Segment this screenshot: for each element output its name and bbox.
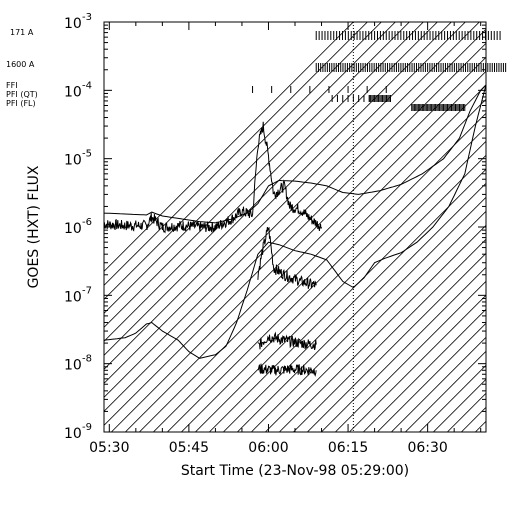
data-gap-hatch-line xyxy=(104,22,466,384)
data-gap-hatch-line xyxy=(104,22,354,272)
y-tick-label: 10 xyxy=(64,426,82,442)
data-gap-hatch-line xyxy=(223,168,486,432)
flux-series-line xyxy=(257,363,317,377)
y-tick-label: 10 xyxy=(64,358,82,374)
x-tick-label: 06:00 xyxy=(248,440,288,456)
flux-series-line xyxy=(104,84,486,359)
y-tick-label: 10 xyxy=(64,153,82,169)
x-axis-title: Start Time (23-Nov-98 05:29:00) xyxy=(181,463,409,479)
x-tick-label: 06:15 xyxy=(328,440,368,456)
data-gap-hatch-line xyxy=(104,42,486,426)
data-gap-hatch-line xyxy=(321,266,486,432)
y-tick-exponent: -9 xyxy=(82,422,92,433)
flux-series-line xyxy=(104,121,322,234)
coverage-row-label: FFI xyxy=(6,81,18,90)
coverage-row-label: 171 A xyxy=(10,28,34,37)
x-tick-label: 06:30 xyxy=(407,440,447,456)
y-tick-label: 10 xyxy=(64,84,82,100)
y-tick-exponent: -6 xyxy=(82,217,92,228)
flux-series-line xyxy=(257,226,317,290)
y-tick-exponent: -7 xyxy=(82,285,92,296)
data-gap-hatch-line xyxy=(307,252,486,432)
data-gap-hatch-line xyxy=(125,70,486,432)
y-tick-exponent: -4 xyxy=(82,80,92,91)
x-tick-label: 05:45 xyxy=(169,440,209,456)
data-gap-hatch-line xyxy=(195,140,486,432)
data-gap-hatch-line xyxy=(104,22,480,398)
data-gap-hatch-line xyxy=(104,28,486,412)
y-tick-label: 10 xyxy=(64,16,82,32)
data-gap-hatch-line xyxy=(377,322,486,432)
data-gap-hatch-line xyxy=(391,336,486,432)
data-gap-hatch-line xyxy=(104,22,438,356)
y-tick-label: 10 xyxy=(64,221,82,237)
data-gap-hatch-line xyxy=(181,126,486,432)
y-tick-exponent: -3 xyxy=(82,12,92,23)
x-tick-label: 05:30 xyxy=(89,440,129,456)
data-gap-background xyxy=(353,22,486,432)
y-tick-exponent: -8 xyxy=(82,354,92,365)
flux-series-line xyxy=(257,331,317,351)
data-gap-hatch-line xyxy=(503,22,512,432)
data-gap-hatch-line xyxy=(251,196,486,432)
flux-series-line xyxy=(104,84,486,224)
coverage-row-label: PFI (QT) xyxy=(6,90,38,99)
data-gap-hatch-line xyxy=(489,22,512,432)
coverage-row-label: PFI (FL) xyxy=(6,99,36,108)
data-gap-hatch-line xyxy=(363,308,486,432)
data-gap-hatch-line xyxy=(209,154,486,432)
y-axis-title: GOES (HXT) FLUX xyxy=(26,165,42,288)
y-tick-exponent: -5 xyxy=(82,149,92,160)
plot-frame xyxy=(103,21,487,433)
data-gap-hatch-line xyxy=(293,238,486,432)
y-tick-label: 10 xyxy=(64,289,82,305)
data-gap-hatch-line xyxy=(349,294,486,432)
data-gap-hatch-line xyxy=(237,182,486,432)
data-gap-hatch-line xyxy=(104,22,396,314)
data-gap-hatch-line xyxy=(167,112,486,432)
data-gap-hatch-line xyxy=(153,98,486,432)
coverage-row-label: 1600 A xyxy=(6,60,35,69)
data-gap-hatch-line xyxy=(265,210,486,432)
data-gap-hatch-line xyxy=(104,22,424,342)
data-gap-hatch-line xyxy=(405,350,486,432)
data-gap-hatch-line xyxy=(335,280,486,432)
